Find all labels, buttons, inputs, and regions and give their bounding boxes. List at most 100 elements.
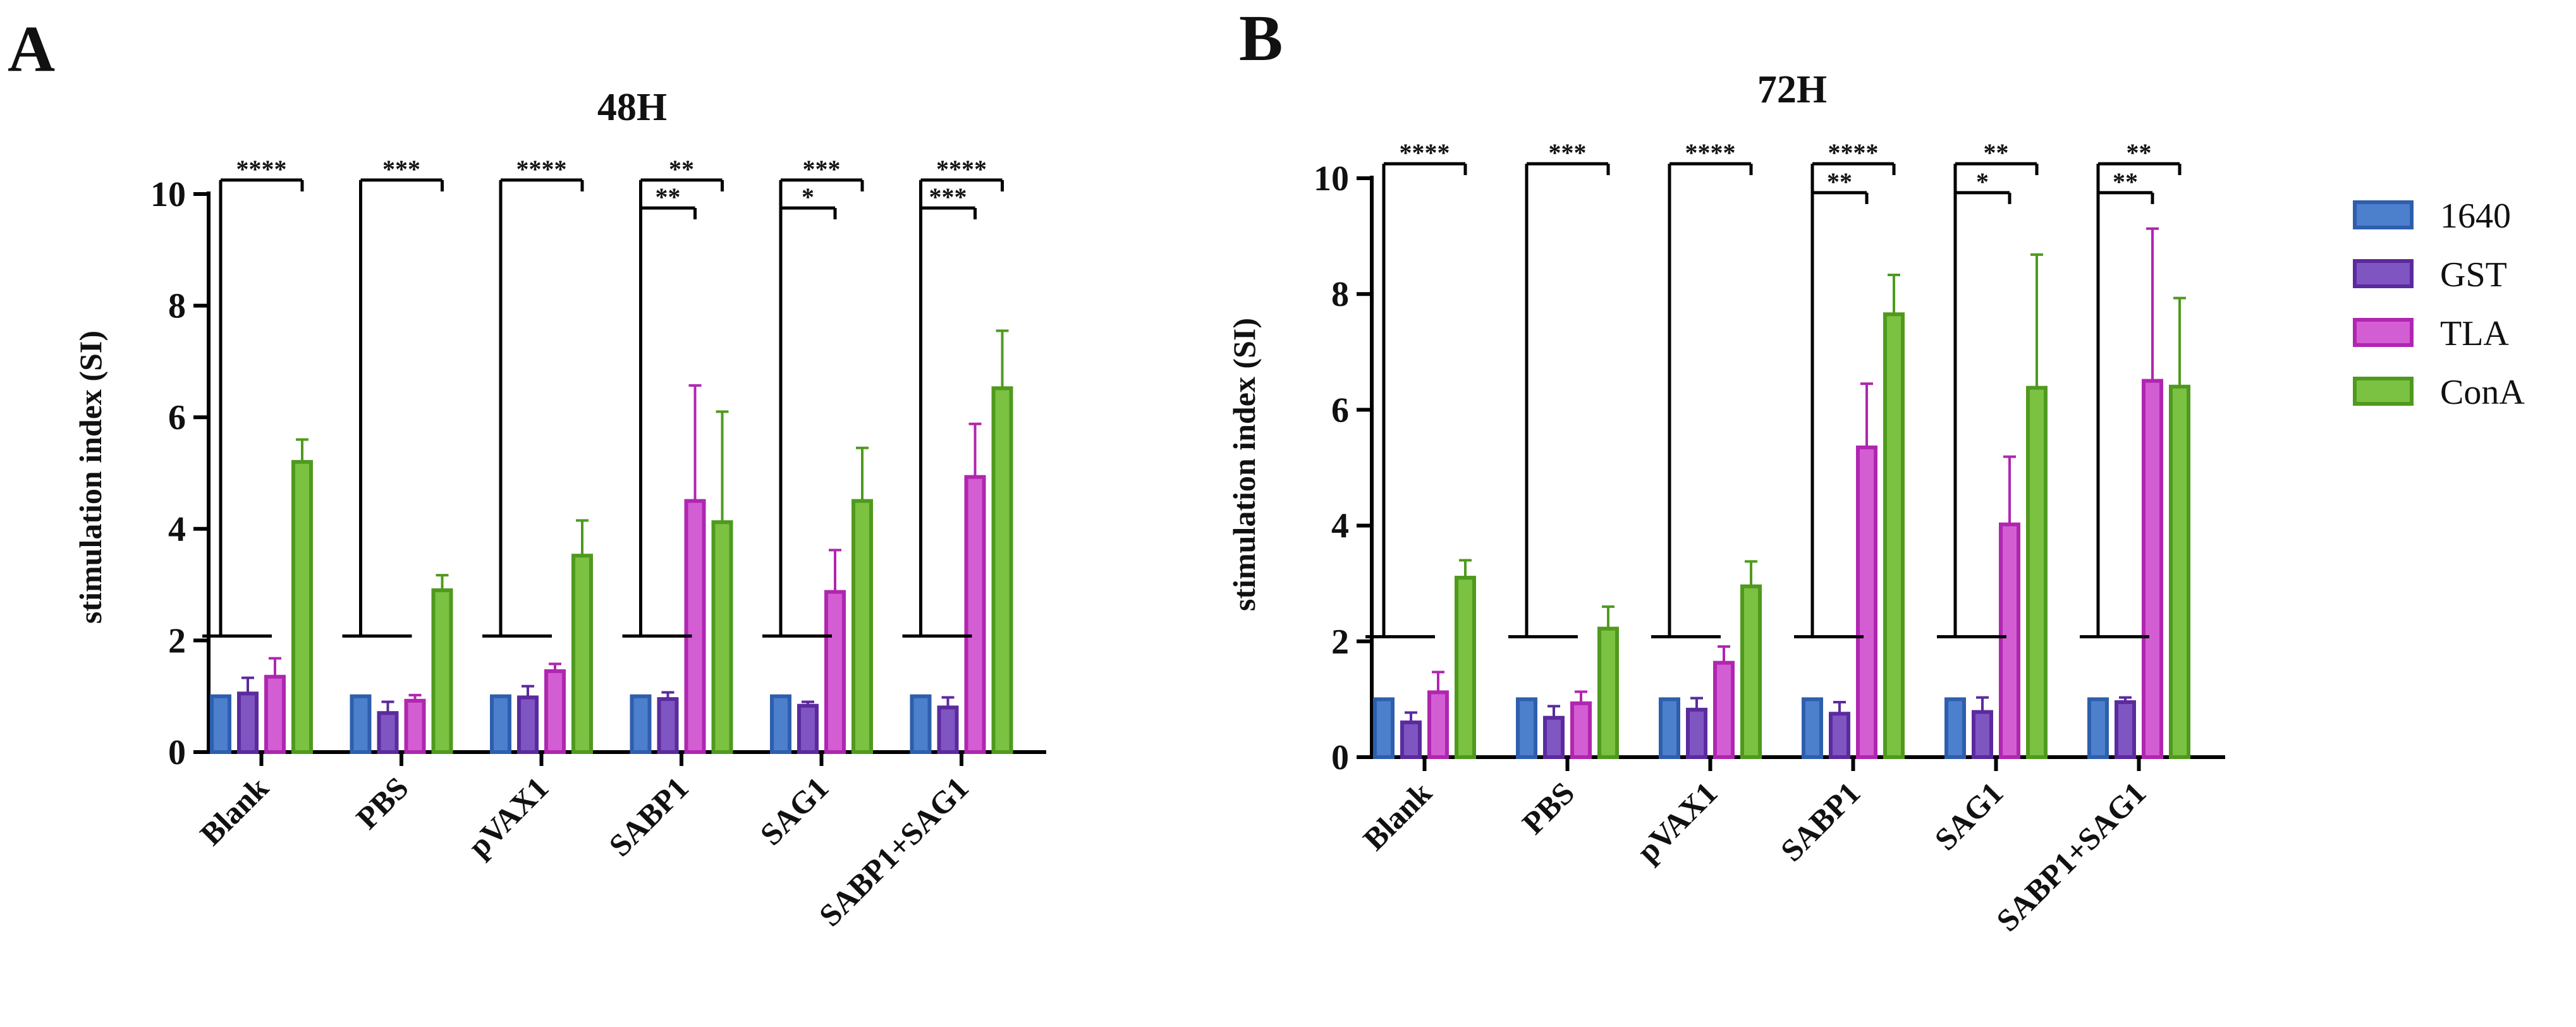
- bar-gst-sag1: [1972, 710, 1993, 759]
- bar-gst-pbs: [377, 711, 399, 754]
- y-tick-label: 6: [168, 398, 186, 437]
- bar-tla-sag1: [1999, 522, 2020, 759]
- bar-tla-pvax1: [544, 669, 566, 754]
- y-tick-label: 4: [168, 510, 186, 549]
- x-category-labels-b: Blank PBS pVAX1 SABP1 SAG1 SABP1+SAG1: [1356, 775, 2152, 938]
- y-tick-label: 2: [1331, 623, 1349, 662]
- x-category-label: SABP1+SAG1: [812, 770, 975, 933]
- bar-tla-sag1: [824, 590, 846, 754]
- plot-area-a: [193, 178, 1046, 766]
- bar-gst-pbs: [1543, 715, 1565, 760]
- legend-label-cona: ConA: [2440, 373, 2525, 412]
- y-tick-label: 2: [168, 621, 186, 660]
- x-category-label: Blank: [1356, 775, 1438, 857]
- y-axis-label-b: stimulation index (SI): [1226, 318, 1262, 611]
- legend-label-tla: TLA: [2440, 314, 2509, 353]
- y-tick-label: 0: [168, 733, 186, 772]
- legend: 1640 GST TLA ConA: [2353, 197, 2525, 412]
- panel-letter-b: B: [1239, 2, 1283, 75]
- significance-labels-a: **** *** **** ** ** * *** *** ****: [236, 155, 987, 211]
- y-tick-label: 8: [168, 287, 186, 326]
- x-category-labels-a: Blank PBS pVAX1 SABP1 SAG1 SABP1+SAG1: [193, 770, 975, 933]
- chart-title-72h: 72H: [1757, 68, 1827, 111]
- bar-cona-sag1: [2026, 386, 2048, 759]
- legend-entry-cona: ConA: [2353, 373, 2525, 412]
- bar-cona-pvax1: [1740, 584, 1762, 760]
- bar-1640-sabp1+sag1: [910, 694, 932, 754]
- bar-gst-sabp1+sag1: [937, 705, 959, 754]
- bar-gst-pvax1: [517, 695, 539, 754]
- x-category-label: SABP1: [602, 770, 695, 863]
- y-tick-label: 8: [1331, 275, 1349, 314]
- bar-tla-sabp1: [684, 499, 706, 755]
- bar-tla-blank: [264, 674, 286, 755]
- x-category-label: PBS: [349, 770, 415, 836]
- panel-a: A 48H stimulation index (SI) 0 2 4 6 8 1…: [8, 13, 1046, 933]
- bar-tla-pbs: [404, 698, 426, 755]
- bar-1640-pbs: [1516, 697, 1537, 760]
- bar-gst-pvax1: [1686, 707, 1707, 759]
- x-category-label: SABP1+SAG1: [1989, 775, 2152, 938]
- bar-1640-sag1: [770, 694, 791, 754]
- bar-cona-pbs: [431, 588, 453, 754]
- bar-tla-blank: [1427, 690, 1449, 759]
- bar-cona-sabp1+sag1: [991, 386, 1013, 754]
- y-ticks-a: 0 2 4 6 8 10: [150, 175, 186, 772]
- bar-1640-pbs: [350, 694, 372, 754]
- bar-cona-blank: [1455, 576, 1476, 759]
- bar-1640-blank: [210, 694, 231, 754]
- bar-tla-pvax1: [1713, 660, 1735, 760]
- y-tick-label: 0: [1331, 738, 1349, 777]
- bar-1640-blank: [1373, 697, 1395, 760]
- bar-tla-pbs: [1570, 701, 1592, 760]
- bar-cona-sag1: [852, 499, 873, 755]
- bar-tla-sabp1+sag1: [2142, 379, 2163, 759]
- bar-gst-blank: [237, 691, 259, 755]
- legend-swatch-gst: [2353, 259, 2414, 288]
- significance-labels-b: **** *** **** ** **** * ** ** **: [1400, 138, 2152, 196]
- panel-b: B 72H stimulation index (SI) 0 2 4 6 8 1…: [1226, 2, 2225, 938]
- chart-title-48h: 48H: [597, 86, 667, 129]
- bar-gst-sabp1: [1829, 712, 1850, 760]
- y-tick-label: 10: [1314, 159, 1349, 198]
- bar-gst-sabp1+sag1: [2115, 700, 2136, 759]
- x-category-label: SABP1: [1774, 775, 1867, 868]
- significance-label: *: [1976, 167, 1989, 196]
- legend-entry-tla: TLA: [2353, 314, 2509, 353]
- bar-tla-sabp1: [1856, 445, 1877, 759]
- bar-gst-sag1: [797, 703, 819, 755]
- x-category-label: SAG1: [1927, 775, 2010, 857]
- x-category-label: SAG1: [753, 770, 835, 852]
- x-category-label: Blank: [193, 770, 275, 852]
- significance-label: *: [802, 183, 814, 211]
- bar-1640-sabp1+sag1: [2087, 697, 2109, 760]
- bar-cona-sabp1+sag1: [2169, 384, 2190, 759]
- bar-tla-sabp1+sag1: [964, 475, 986, 755]
- bar-1640-pvax1: [490, 694, 511, 754]
- legend-label-1640: 1640: [2440, 197, 2511, 236]
- bar-cona-sabp1: [711, 520, 733, 754]
- bar-cona-blank: [291, 459, 313, 755]
- x-category-label: pVAX1: [1630, 775, 1724, 869]
- bar-1640-sabp1: [630, 694, 652, 754]
- bar-cona-pbs: [1597, 626, 1619, 760]
- bar-gst-blank: [1400, 720, 1422, 760]
- legend-swatch-1640: [2353, 200, 2414, 229]
- bar-cona-sabp1: [1883, 312, 1905, 759]
- y-axis-label-a: stimulation index (SI): [73, 331, 108, 624]
- panel-letter-a: A: [8, 13, 55, 85]
- x-category-label: pVAX1: [461, 770, 555, 864]
- x-category-label: PBS: [1515, 775, 1581, 841]
- y-tick-label: 4: [1331, 507, 1349, 546]
- plot-area-b: [1357, 162, 2225, 771]
- bar-1640-sabp1: [1802, 697, 1823, 760]
- bar-gst-sabp1: [657, 697, 679, 754]
- legend-entry-1640: 1640: [2353, 197, 2511, 236]
- y-tick-label: 10: [150, 175, 186, 214]
- y-ticks-b: 0 2 4 6 8 10: [1314, 159, 1349, 777]
- legend-label-gst: GST: [2440, 255, 2507, 295]
- legend-entry-gst: GST: [2353, 255, 2507, 295]
- legend-swatch-cona: [2353, 377, 2414, 406]
- bar-1640-pvax1: [1659, 697, 1680, 760]
